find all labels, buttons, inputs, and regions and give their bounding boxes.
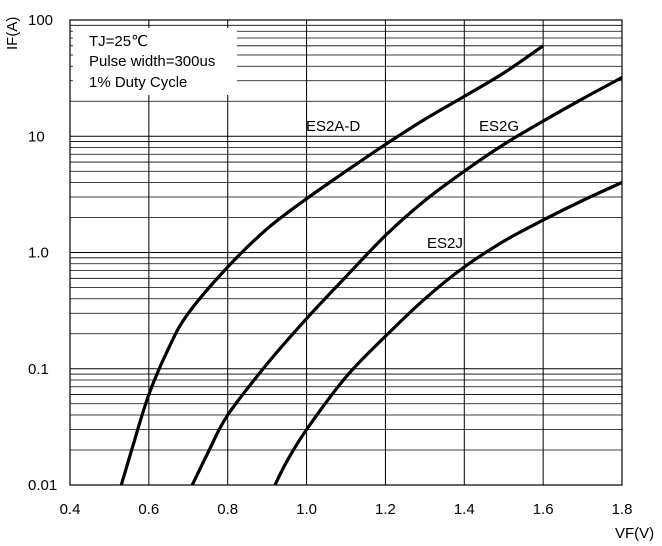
series-label-es2a-d: ES2A-D (306, 118, 360, 135)
x-axis-label: VF(V) (615, 525, 654, 542)
x-tick-label: 0.8 (217, 501, 238, 518)
note-junction-temperature: TJ=25℃ (89, 33, 148, 50)
x-tick-label: 1.8 (612, 501, 633, 518)
y-axis-label: IF(A) (4, 17, 21, 50)
y-tick-label: 0.1 (28, 361, 49, 378)
axis-ticks: 0.4 0.6 0.8 1.0 1.2 1.4 1.6 1.8 0.01 0.1 1.0 10 100 (28, 12, 632, 518)
series-label-es2j: ES2J (427, 235, 463, 252)
note-pulse-width: Pulse width=300us (89, 53, 215, 70)
y-tick-label: 100 (28, 12, 53, 29)
x-tick-label: 1.0 (296, 501, 317, 518)
series-curves (119, 44, 623, 486)
series-line-es2a-d (119, 44, 545, 486)
series-label-es2g: ES2G (479, 118, 519, 135)
x-tick-label: 0.6 (138, 501, 159, 518)
x-tick-label: 1.4 (454, 501, 475, 518)
series-line-es2j (273, 181, 623, 486)
x-tick-label: 1.6 (533, 501, 554, 518)
y-tick-label: 10 (28, 128, 45, 145)
plot-frame (69, 19, 623, 486)
y-tick-label: 1.0 (28, 245, 49, 262)
note-duty-cycle: 1% Duty Cycle (89, 74, 187, 91)
legend-note-box (73, 28, 237, 95)
series-line-es2g (190, 76, 623, 486)
legend-note: TJ=25℃ Pulse width=300us 1% Duty Cycle (73, 28, 237, 95)
y-tick-label: 0.01 (28, 477, 57, 494)
x-tick-label: 1.2 (375, 501, 396, 518)
x-tick-label: 0.4 (60, 501, 81, 518)
